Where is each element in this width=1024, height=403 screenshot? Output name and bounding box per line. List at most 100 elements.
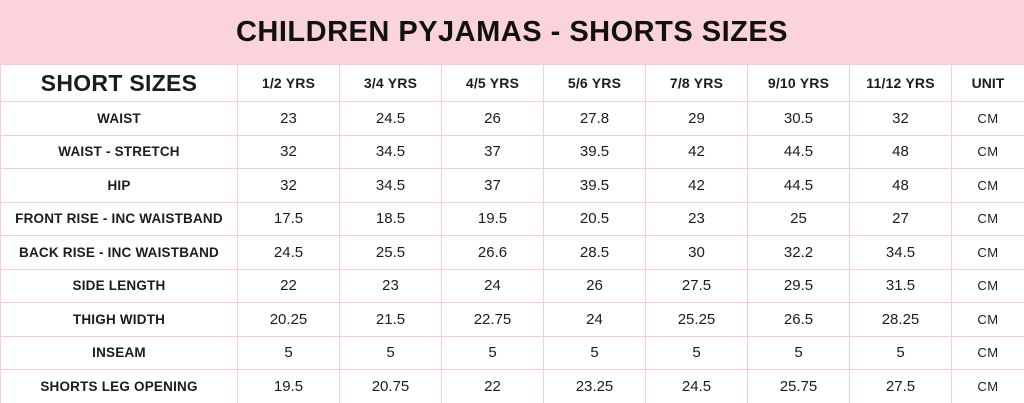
column-header: 1/2 YRS bbox=[237, 64, 340, 102]
value-cell: 21.5 bbox=[339, 302, 442, 337]
value-cell: 44.5 bbox=[747, 134, 850, 169]
value-cell: 44.5 bbox=[747, 168, 850, 203]
table-row: INSEAM 5 5 5 5 5 5 5 CM bbox=[0, 335, 1024, 370]
value-cell: 5 bbox=[543, 335, 646, 370]
value-cell: 25 bbox=[747, 201, 850, 236]
value-cell: 5 bbox=[339, 335, 442, 370]
value-cell: 27.5 bbox=[645, 268, 748, 303]
value-cell: 23 bbox=[237, 101, 340, 136]
value-cell: 32 bbox=[237, 134, 340, 169]
value-cell: 26 bbox=[543, 268, 646, 303]
value-cell: 37 bbox=[441, 168, 544, 203]
value-cell: 23 bbox=[339, 268, 442, 303]
value-cell: 42 bbox=[645, 168, 748, 203]
table-row: BACK RISE - INC WAISTBAND 24.5 25.5 26.6 28.… bbox=[0, 235, 1024, 270]
row-label: INSEAM bbox=[0, 335, 238, 370]
value-cell: 39.5 bbox=[543, 168, 646, 203]
unit-cell: CM bbox=[951, 302, 1024, 337]
value-cell: 26.5 bbox=[747, 302, 850, 337]
value-cell: 25.25 bbox=[645, 302, 748, 337]
unit-cell: CM bbox=[951, 101, 1024, 136]
value-cell: 48 bbox=[849, 134, 952, 169]
column-header: 5/6 YRS bbox=[543, 64, 646, 102]
value-cell: 37 bbox=[441, 134, 544, 169]
unit-cell: CM bbox=[951, 134, 1024, 169]
value-cell: 5 bbox=[441, 335, 544, 370]
value-cell: 17.5 bbox=[237, 201, 340, 236]
value-cell: 18.5 bbox=[339, 201, 442, 236]
value-cell: 27 bbox=[849, 201, 952, 236]
value-cell: 27.8 bbox=[543, 101, 646, 136]
row-label: FRONT RISE - INC WAISTBAND bbox=[0, 201, 238, 236]
value-cell: 29 bbox=[645, 101, 748, 136]
row-label: WAIST bbox=[0, 101, 238, 136]
value-cell: 42 bbox=[645, 134, 748, 169]
value-cell: 24.5 bbox=[237, 235, 340, 270]
value-cell: 20.5 bbox=[543, 201, 646, 236]
column-header: 9/10 YRS bbox=[747, 64, 850, 102]
value-cell: 19.5 bbox=[237, 369, 340, 403]
value-cell: 24.5 bbox=[339, 101, 442, 136]
value-cell: 22.75 bbox=[441, 302, 544, 337]
unit-cell: CM bbox=[951, 235, 1024, 270]
value-cell: 28.25 bbox=[849, 302, 952, 337]
row-label: SHORTS LEG OPENING bbox=[0, 369, 238, 403]
table-row: SIDE LENGTH 22 23 24 26 27.5 29.5 31.5 CM bbox=[0, 268, 1024, 303]
table-row: WAIST - STRETCH 32 34.5 37 39.5 42 44.5 48 CM bbox=[0, 134, 1024, 169]
value-cell: 23.25 bbox=[543, 369, 646, 403]
value-cell: 25.5 bbox=[339, 235, 442, 270]
value-cell: 30 bbox=[645, 235, 748, 270]
title-banner: CHILDREN PYJAMAS - SHORTS SIZES bbox=[0, 0, 1024, 64]
unit-cell: CM bbox=[951, 335, 1024, 370]
unit-cell: CM bbox=[951, 201, 1024, 236]
value-cell: 29.5 bbox=[747, 268, 850, 303]
value-cell: 24 bbox=[543, 302, 646, 337]
value-cell: 48 bbox=[849, 168, 952, 203]
unit-cell: CM bbox=[951, 369, 1024, 403]
value-cell: 20.25 bbox=[237, 302, 340, 337]
column-header: 11/12 YRS bbox=[849, 64, 952, 102]
value-cell: 34.5 bbox=[339, 168, 442, 203]
column-header: 3/4 YRS bbox=[339, 64, 442, 102]
table-row: FRONT RISE - INC WAISTBAND 17.5 18.5 19.5 20… bbox=[0, 201, 1024, 236]
unit-cell: CM bbox=[951, 168, 1024, 203]
value-cell: 22 bbox=[441, 369, 544, 403]
value-cell: 19.5 bbox=[441, 201, 544, 236]
table-row: SHORTS LEG OPENING 19.5 20.75 22 23.25 24.5 25… bbox=[0, 369, 1024, 403]
value-cell: 25.75 bbox=[747, 369, 850, 403]
unit-header: UNIT bbox=[951, 64, 1024, 102]
corner-header: SHORT SIZES bbox=[0, 64, 238, 102]
value-cell: 24.5 bbox=[645, 369, 748, 403]
value-cell: 28.5 bbox=[543, 235, 646, 270]
value-cell: 22 bbox=[237, 268, 340, 303]
size-table-body: WAIST 23 24.5 26 27.8 29 30.5 32 CM WAIST - STRET… bbox=[0, 101, 1024, 403]
row-label: BACK RISE - INC WAISTBAND bbox=[0, 235, 238, 270]
table-row: HIP 32 34.5 37 39.5 42 44.5 48 CM bbox=[0, 168, 1024, 203]
value-cell: 32 bbox=[237, 168, 340, 203]
value-cell: 23 bbox=[645, 201, 748, 236]
value-cell: 5 bbox=[237, 335, 340, 370]
value-cell: 20.75 bbox=[339, 369, 442, 403]
size-chart-table: SHORT SIZES 1/2 YRS 3/4 YRS 4/5 YRS 5/6 YRS… bbox=[0, 64, 1024, 403]
value-cell: 31.5 bbox=[849, 268, 952, 303]
row-label: HIP bbox=[0, 168, 238, 203]
value-cell: 30.5 bbox=[747, 101, 850, 136]
value-cell: 34.5 bbox=[339, 134, 442, 169]
value-cell: 5 bbox=[849, 335, 952, 370]
value-cell: 32 bbox=[849, 101, 952, 136]
row-label: SIDE LENGTH bbox=[0, 268, 238, 303]
page-title: CHILDREN PYJAMAS - SHORTS SIZES bbox=[235, 15, 789, 48]
value-cell: 34.5 bbox=[849, 235, 952, 270]
table-header-row: SHORT SIZES 1/2 YRS 3/4 YRS 4/5 YRS 5/6 YRS… bbox=[0, 64, 1024, 102]
value-cell: 5 bbox=[645, 335, 748, 370]
column-header: 4/5 YRS bbox=[441, 64, 544, 102]
value-cell: 27.5 bbox=[849, 369, 952, 403]
row-label: WAIST - STRETCH bbox=[0, 134, 238, 169]
unit-cell: CM bbox=[951, 268, 1024, 303]
value-cell: 32.2 bbox=[747, 235, 850, 270]
value-cell: 5 bbox=[747, 335, 850, 370]
value-cell: 24 bbox=[441, 268, 544, 303]
table-row: THIGH WIDTH 20.25 21.5 22.75 24 25.25 26.5 28.2… bbox=[0, 302, 1024, 337]
value-cell: 26.6 bbox=[441, 235, 544, 270]
column-header: 7/8 YRS bbox=[645, 64, 748, 102]
